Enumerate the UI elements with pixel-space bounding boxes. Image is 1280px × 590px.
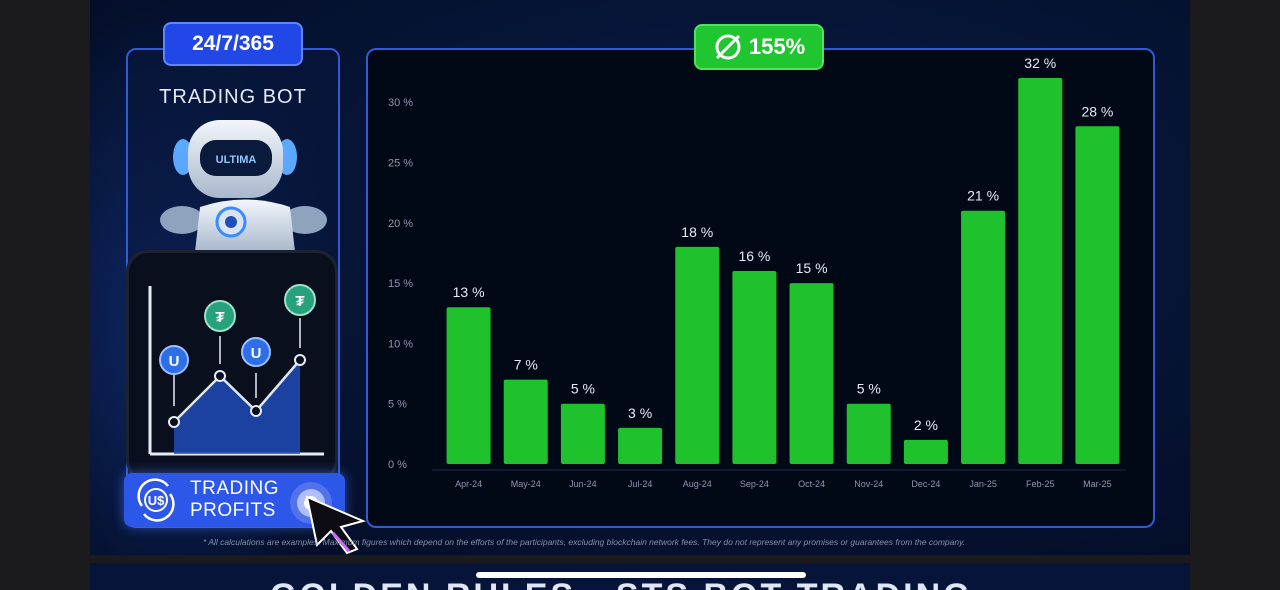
currency-exchange-icon: U$	[137, 478, 175, 522]
x-tick-label: Jan-25	[969, 479, 997, 489]
x-tick-label: Apr-24	[455, 479, 482, 489]
average-icon	[715, 34, 741, 60]
y-tick-label: 20 %	[388, 218, 413, 230]
profits-label-line1: TRADING	[190, 478, 279, 499]
x-tick-label: Nov-24	[854, 479, 883, 489]
svg-text:U: U	[169, 353, 180, 370]
x-tick-label: Sep-24	[740, 479, 769, 489]
ultima-coin-icon: U	[241, 337, 271, 367]
bar-dec-24	[903, 439, 948, 464]
x-tick-label: Jun-24	[569, 479, 597, 489]
robot-visor-text: ULTIMA	[216, 154, 257, 166]
data-label: 21 %	[967, 188, 999, 204]
x-tick-label: Oct-24	[798, 479, 825, 489]
x-tick-label: Dec-24	[911, 479, 940, 489]
data-label: 16 %	[738, 248, 770, 264]
bar-may-24	[503, 379, 548, 464]
bar-jul-24	[618, 427, 663, 464]
data-label: 5 %	[857, 381, 881, 397]
svg-text:U: U	[251, 345, 262, 362]
x-tick-label: Feb-25	[1026, 479, 1055, 489]
svg-text:₮: ₮	[215, 309, 224, 326]
y-tick-label: 25 %	[388, 157, 413, 169]
data-label: 7 %	[514, 357, 538, 373]
tether-coin-icon: ₮	[204, 300, 236, 332]
data-label: 13 %	[453, 284, 485, 300]
bar-jun-24	[560, 403, 605, 464]
tether-coin-icon: ₮	[284, 284, 316, 316]
next-slide-preview: GOLDEN RULES • STS BOT TRADING	[90, 563, 1190, 590]
bot-title: TRADING BOT	[159, 86, 307, 108]
bar-mar-25	[1075, 126, 1120, 464]
data-label: 15 %	[796, 260, 828, 276]
data-label: 3 %	[628, 405, 652, 421]
ultima-coin-icon: U	[159, 345, 189, 375]
cursor-pointer-icon	[305, 495, 367, 555]
x-tick-label: Jul-24	[628, 479, 653, 489]
bar-oct-24	[789, 283, 834, 464]
trading-profits-label: TRADING PROFITS	[190, 478, 290, 522]
monthly-returns-bar-chart: 0 % 5 % 10 % 15 % 20 % 25 % 30 % 13 % Apr-24 7 % M…	[388, 55, 1126, 489]
y-tick-label: 5 %	[388, 399, 407, 411]
data-label: 18 %	[681, 224, 713, 240]
disclaimer-footnote: * All calculations are examples. Maximum…	[203, 537, 966, 547]
bar-nov-24	[846, 403, 891, 464]
bar-apr-24	[446, 307, 491, 464]
x-tick-label: Aug-24	[683, 479, 712, 489]
y-tick-label: 0 %	[388, 459, 407, 471]
y-tick-label: 30 %	[388, 97, 413, 109]
currency-icon-text: U$	[148, 493, 165, 508]
profit-graph-illustration: U ₮ U ₮	[148, 284, 324, 456]
next-slide-title: GOLDEN RULES • STS BOT TRADING	[270, 577, 973, 590]
bar-feb-25	[1018, 78, 1063, 464]
y-tick-label: 15 %	[388, 278, 413, 290]
bar-sep-24	[732, 271, 777, 464]
total-return-badge: 155%	[694, 24, 824, 70]
total-return-value: 155%	[748, 34, 806, 59]
data-label: 32 %	[1024, 55, 1056, 71]
bar-aug-24	[675, 246, 720, 464]
data-label: 2 %	[914, 417, 938, 433]
x-tick-label: Mar-25	[1083, 479, 1112, 489]
availability-badge: 24/7/365	[163, 22, 303, 66]
x-tick-label: May-24	[511, 479, 541, 489]
data-label: 28 %	[1081, 103, 1113, 119]
bar-jan-25	[961, 210, 1006, 464]
robot-icon: ULTIMA	[160, 120, 327, 252]
home-indicator[interactable]	[476, 572, 806, 578]
svg-text:₮: ₮	[295, 293, 304, 310]
data-label: 5 %	[571, 381, 595, 397]
profits-label-line2: PROFITS	[190, 500, 276, 521]
y-tick-label: 10 %	[388, 338, 413, 350]
